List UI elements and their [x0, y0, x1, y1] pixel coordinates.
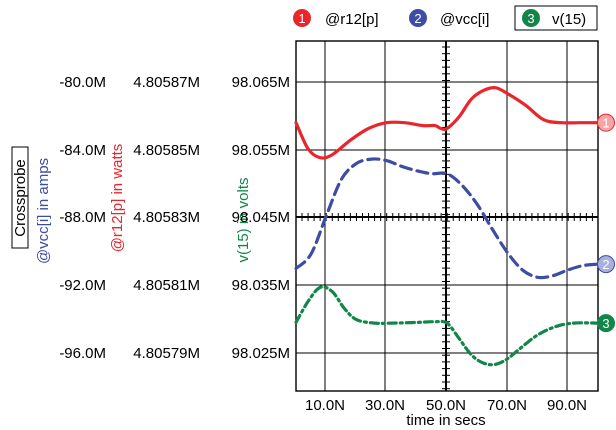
y-tick-label-v15_volts: 98.045M — [232, 209, 290, 226]
series-3-marker-icon — [522, 9, 540, 27]
y-tick-label-v15_volts: 98.055M — [232, 142, 290, 159]
series-line-2[interactable] — [294, 157, 600, 280]
y-tick-labels-v15: 98.065M 98.055M 98.045M 98.035M 98.025M — [232, 74, 290, 362]
series-2-marker-icon — [409, 9, 427, 27]
y-tick-label-vcc_amps: -88.0M — [59, 209, 106, 226]
y-tick-label-v15_volts: 98.065M — [232, 74, 290, 91]
series-line-1[interactable] — [294, 86, 600, 160]
y-axis-title-vcc: @vcc[i] in amps — [35, 158, 52, 264]
crossprobe-frame — [11, 146, 29, 249]
legend-item-v15[interactable]: 3 v(15) — [514, 5, 598, 31]
series-1-end-number: 1 — [602, 116, 609, 131]
series-2-end-marker — [597, 255, 615, 274]
y-tick-label-v15_volts: 98.025M — [232, 345, 290, 362]
x-axis-title: time in secs — [406, 412, 485, 429]
series-line-3[interactable] — [294, 285, 600, 367]
y-tick-label-r12_watts: 4.80585M — [133, 142, 200, 159]
y-tick-label-r12_watts: 4.80579M — [133, 345, 200, 362]
y-tick-label-vcc_amps: -92.0M — [59, 277, 106, 294]
plot-grid — [295, 40, 599, 392]
x-tick-label: 10.0N — [305, 397, 345, 414]
series-3-end-number: 3 — [602, 316, 609, 331]
legend-number-2: 2 — [414, 11, 421, 26]
series-1-end-marker — [597, 113, 615, 132]
y-tick-label-vcc_amps: -84.0M — [59, 142, 106, 159]
legend-item-r12p[interactable]: 1 @r12[p] — [293, 9, 379, 28]
crossprobe-label: Crossprobe — [12, 159, 29, 237]
y-axis-title-r12: @r12[p] in watts — [109, 144, 126, 253]
legend-number-3: 3 — [527, 11, 534, 26]
x-tick-label: 70.0N — [487, 397, 527, 414]
legend-item-vcci[interactable]: 2 @vcc[i] — [409, 9, 489, 28]
y-tick-label-vcc_amps: -80.0M — [59, 74, 106, 91]
x-tick-labels: 10.0N 30.0N 50.0N 70.0N 90.0N — [305, 397, 587, 414]
y-tick-labels-vcc: -80.0M -84.0M -88.0M -92.0M -96.0M — [59, 74, 106, 362]
y-tick-label-r12_watts: 4.80587M — [133, 74, 200, 91]
legend: 1 @r12[p] 2 @vcc[i] 3 v(15) — [293, 5, 598, 31]
legend-highlight-box — [514, 5, 598, 31]
x-tick-label: 90.0N — [547, 397, 587, 414]
x-tick-label: 30.0N — [365, 397, 405, 414]
y-tick-label-r12_watts: 4.80583M — [133, 209, 200, 226]
plot-series — [294, 86, 600, 367]
y-tick-label-r12_watts: 4.80581M — [133, 277, 200, 294]
crossprobe-box[interactable]: Crossprobe — [11, 146, 29, 249]
legend-label-vcci: @vcc[i] — [440, 11, 489, 28]
legend-number-1: 1 — [298, 11, 305, 26]
y-tick-label-vcc_amps: -96.0M — [59, 345, 106, 362]
y-axis-title-v15: v(15) in volts — [235, 177, 252, 262]
y-tick-labels-r12: 4.80587M 4.80585M 4.80583M 4.80581M 4.80579M — [133, 74, 200, 362]
series-end-markers: 1 2 3 — [597, 113, 615, 333]
legend-label-v15: v(15) — [552, 11, 586, 28]
y-tick-label-v15_volts: 98.035M — [232, 277, 290, 294]
x-tick-label: 50.0N — [426, 397, 466, 414]
series-3-end-marker — [597, 314, 615, 333]
series-1-marker-icon — [293, 9, 311, 27]
legend-label-r12p: @r12[p] — [325, 11, 379, 28]
series-2-end-number: 2 — [602, 257, 609, 272]
